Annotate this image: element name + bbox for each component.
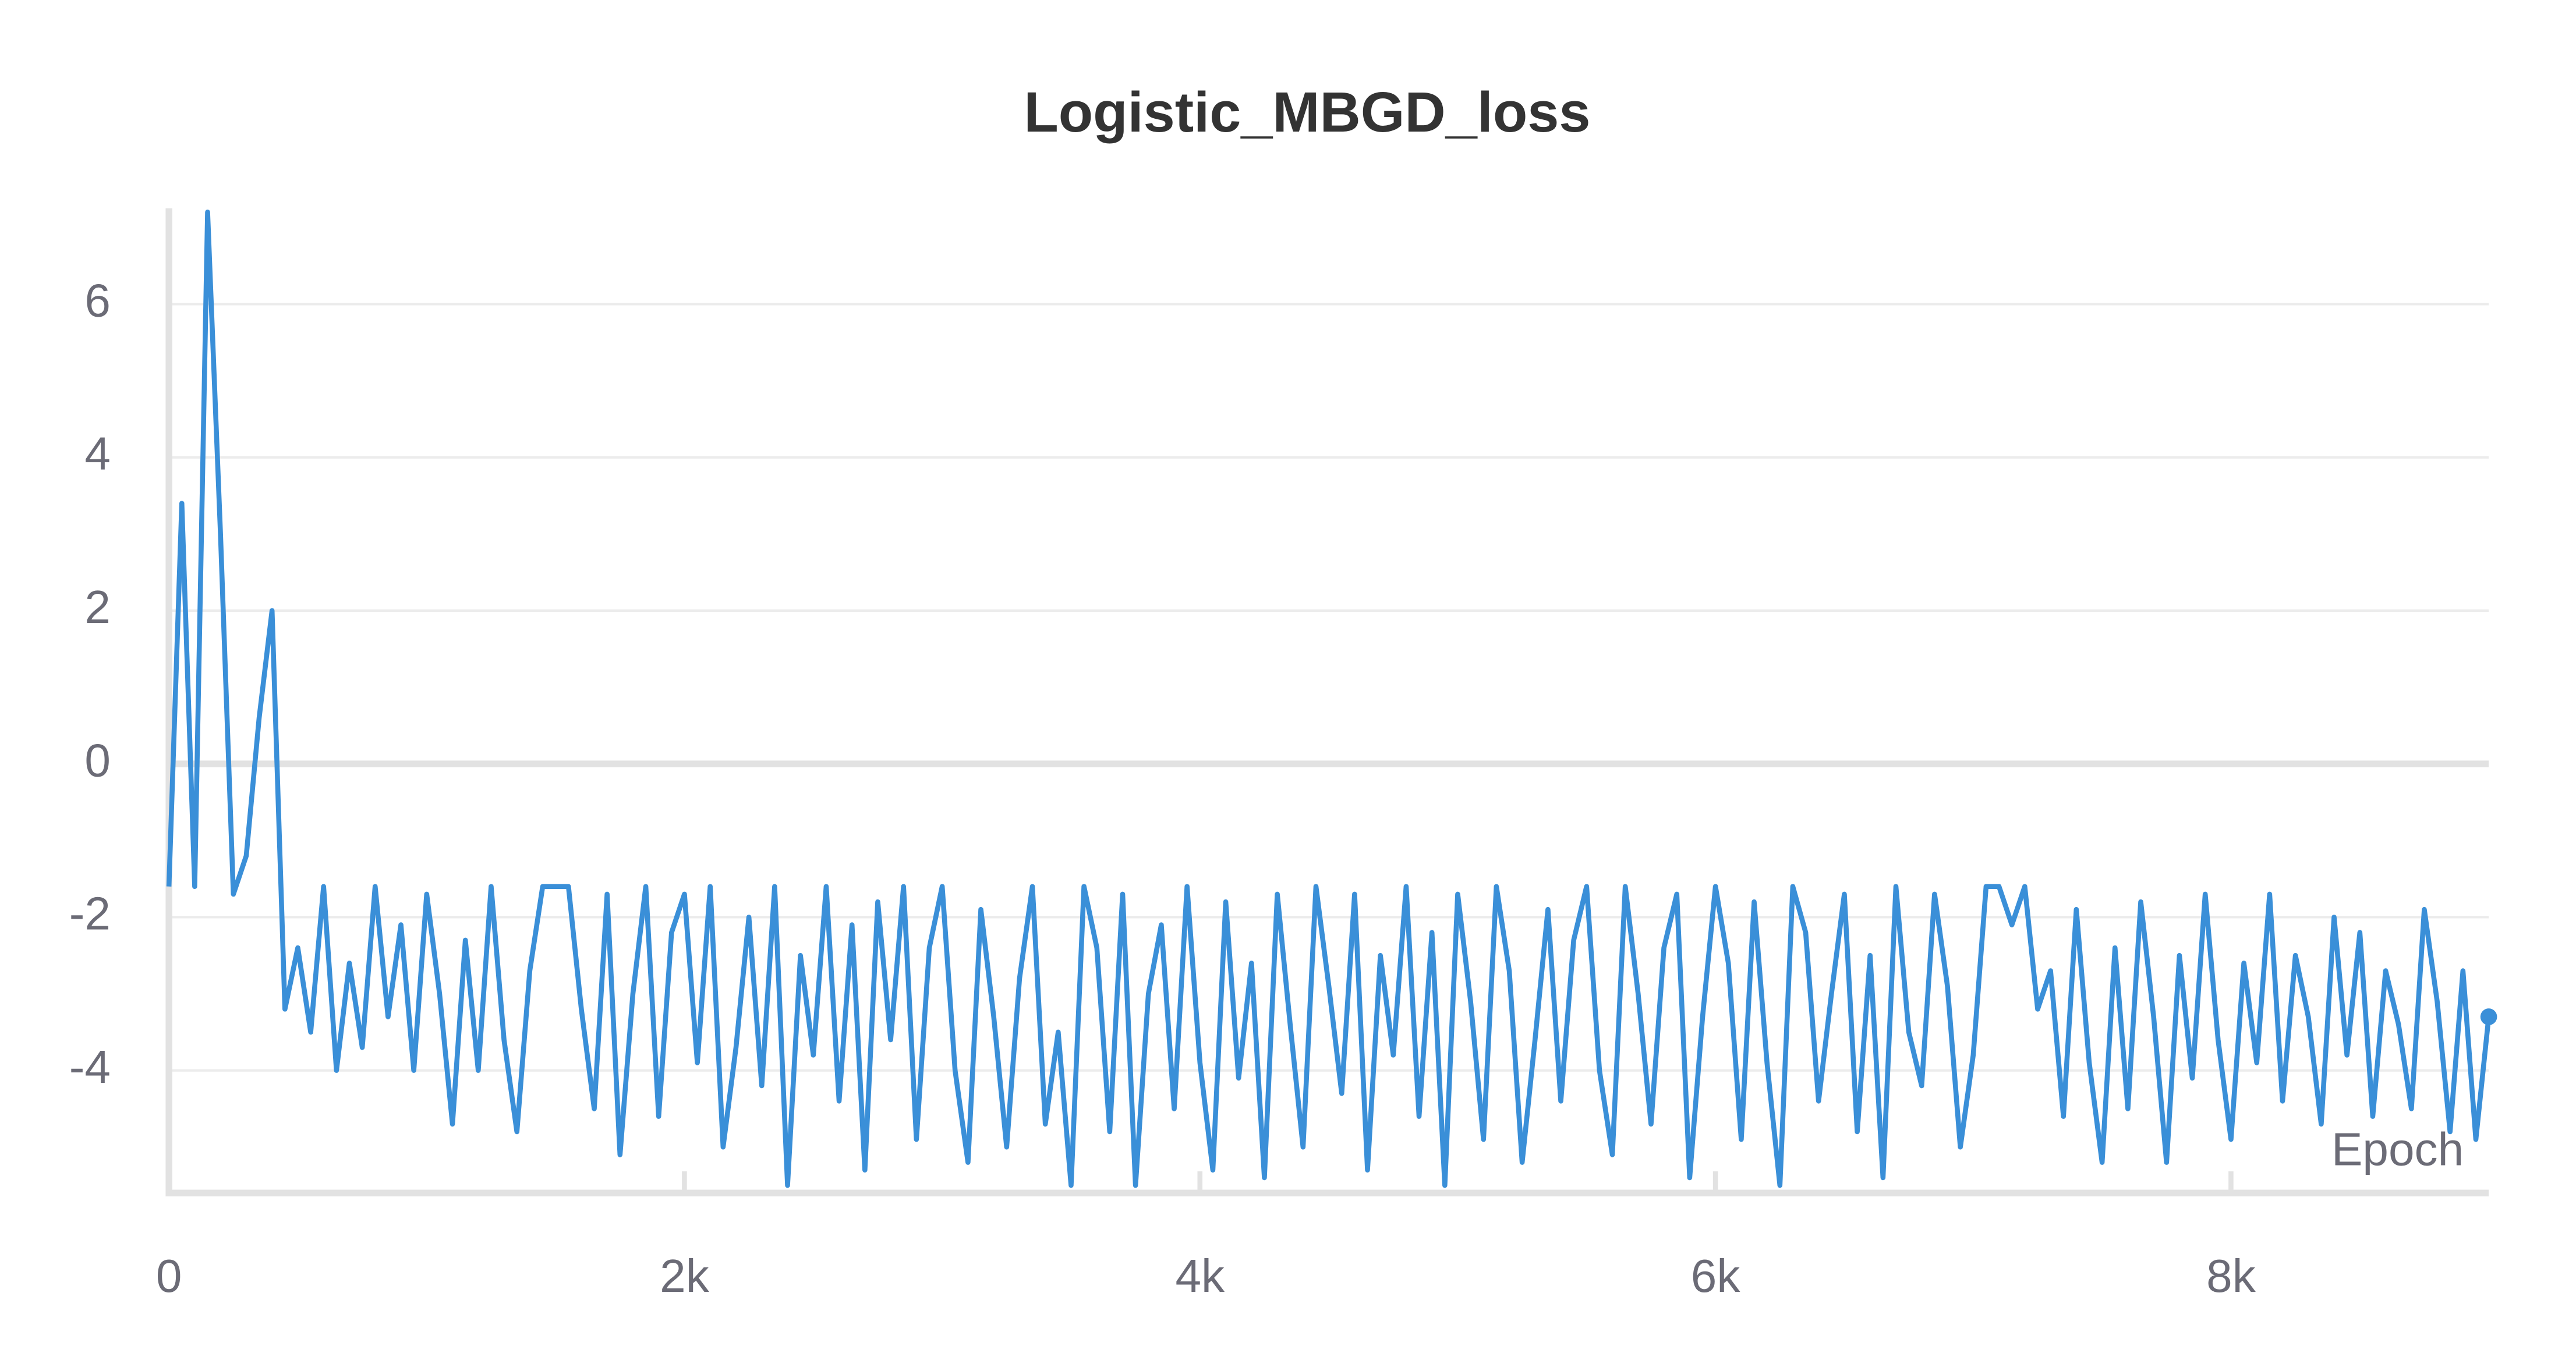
y-tick-label: 4 <box>84 427 111 480</box>
chart-title: Logistic_MBGD_loss <box>1024 80 1590 144</box>
x-tick-label: 2k <box>660 1249 710 1302</box>
y-tick-label: 2 <box>84 580 111 633</box>
y-tick-label: -2 <box>69 887 111 940</box>
line <box>166 210 2492 1188</box>
x-axis-label: Epoch <box>2331 1123 2464 1175</box>
last-point <box>2480 1008 2497 1025</box>
x-tick-label: 8k <box>2206 1249 2256 1302</box>
x-tick-label: 6k <box>1691 1249 1741 1302</box>
x-tick-label: 4k <box>1175 1249 1225 1302</box>
y-tick-label: 0 <box>84 734 111 786</box>
y-tick-label: 6 <box>84 274 111 326</box>
y-tick-label: -4 <box>69 1040 111 1093</box>
x-tick-label: 0 <box>156 1249 182 1302</box>
